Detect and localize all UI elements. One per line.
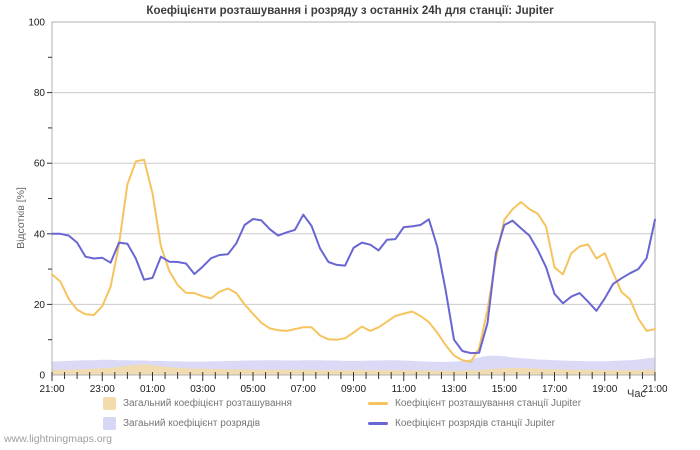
svg-text:01:00: 01:00	[140, 384, 165, 395]
svg-text:23:00: 23:00	[90, 384, 115, 395]
svg-text:100: 100	[28, 18, 45, 29]
tan-area-swatch-icon	[103, 396, 116, 410]
svg-text:19:00: 19:00	[592, 384, 617, 395]
legend-item-station-location: Коефіцієнт розташування станції Jupiter	[368, 393, 581, 413]
legend-label: Загаьний коефіцієнт розрядів	[123, 417, 261, 429]
svg-text:09:00: 09:00	[341, 384, 366, 395]
svg-text:05:00: 05:00	[240, 384, 265, 395]
svg-text:03:00: 03:00	[190, 384, 215, 395]
svg-text:07:00: 07:00	[291, 384, 316, 395]
svg-text:20: 20	[34, 300, 46, 311]
svg-text:21:00: 21:00	[39, 384, 64, 395]
y-ticks	[47, 56, 52, 341]
svg-text:80: 80	[34, 88, 46, 99]
svg-text:0: 0	[39, 371, 45, 382]
gridlines	[52, 92, 655, 305]
line-series	[51, 158, 656, 363]
blue-line-swatch-icon	[368, 421, 388, 425]
x-tick-labels: 21:00 23:00 01:00 03:00 05:00 07:00 09:00 11:00…	[39, 384, 667, 395]
legend-label: Коефіцієнт розташування станції Jupiter	[395, 397, 582, 409]
legend-item-total-location: Загальний коефіцієнт розташування	[103, 393, 368, 413]
svg-text:13:00: 13:00	[441, 384, 466, 395]
lavender-area-swatch-icon	[103, 416, 116, 430]
x-axis-label: Час	[627, 388, 646, 400]
line-1	[51, 158, 656, 363]
y-tick-labels: 0 20 40 60 80 100	[28, 18, 45, 382]
yellow-line-swatch-icon	[368, 401, 388, 405]
chart-legend: Загальний коефіцієнт розташування Коефіц…	[103, 393, 581, 433]
legend-item-station-discharges: Коефіцієнт розрядів станції Jupiter	[368, 413, 581, 433]
svg-text:21:00: 21:00	[642, 384, 667, 395]
chart-title: Коефіцієнти розташування і розряду з ост…	[146, 5, 554, 17]
footer-link[interactable]: www.lightningmaps.org	[4, 433, 112, 445]
svg-text:17:00: 17:00	[542, 384, 567, 395]
svg-text:15:00: 15:00	[492, 384, 517, 395]
plot-border	[51, 21, 656, 376]
svg-text:11:00: 11:00	[392, 384, 417, 395]
line-3	[51, 213, 656, 355]
svg-text:40: 40	[34, 229, 46, 240]
legend-label: Загальний коефіцієнт розташування	[123, 397, 292, 409]
svg-text:60: 60	[34, 159, 46, 170]
legend-item-total-discharges: Загаьний коефіцієнт розрядів	[103, 413, 368, 433]
legend-label: Коефіцієнт розрядів станції Jupiter	[395, 417, 556, 429]
x-ticks	[51, 372, 656, 381]
